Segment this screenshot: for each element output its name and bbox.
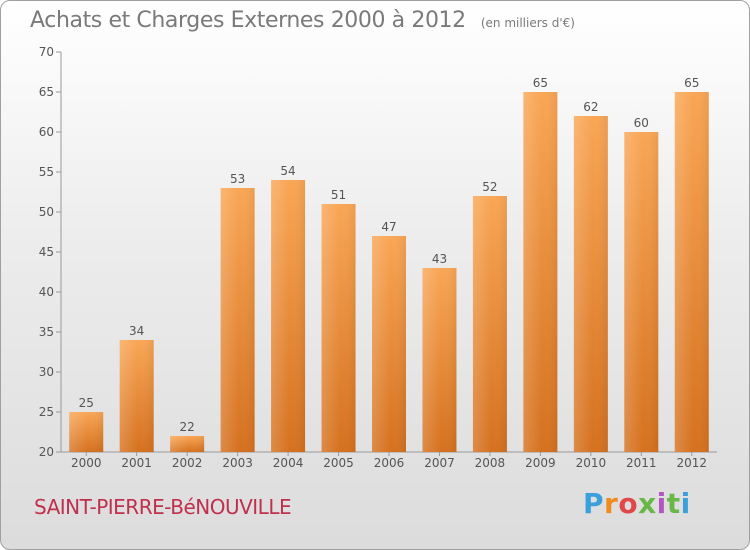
y-tick-label: 70	[39, 45, 54, 59]
x-tick-label: 2008	[475, 456, 506, 470]
y-tick-label: 45	[39, 245, 54, 259]
y-tick-label: 25	[39, 405, 54, 419]
logo-letter: i	[680, 487, 691, 520]
bar-shine	[472, 196, 507, 452]
x-tick-label: 2009	[525, 456, 556, 470]
y-tick-label: 30	[39, 365, 54, 379]
bar-value-label: 65	[533, 76, 548, 90]
bar-value-label: 62	[583, 100, 598, 114]
bar-shine	[170, 436, 205, 452]
x-tick-label: 2006	[374, 456, 405, 470]
bar-shine	[624, 132, 659, 452]
x-tick-label: 2003	[222, 456, 253, 470]
bar-value-label: 54	[280, 164, 295, 178]
bar-shine	[523, 92, 558, 452]
bar-shine	[674, 92, 709, 452]
logo-letter: P	[583, 487, 605, 520]
bar-shine	[573, 116, 608, 452]
logo-letter: t	[666, 487, 681, 520]
bar-shine	[372, 236, 406, 452]
bar-value-label: 25	[79, 396, 94, 410]
chart-unit: (en milliers d'€)	[480, 16, 575, 30]
logo-letter: i	[656, 487, 667, 520]
bar-value-label: 22	[180, 420, 195, 434]
y-tick-label: 55	[39, 165, 54, 179]
bar-shine	[69, 412, 104, 452]
chart-title-block: Achats et Charges Externes 2000 à 2012 (…	[30, 8, 575, 33]
y-tick-label: 65	[39, 85, 54, 99]
x-tick-label: 2010	[576, 456, 607, 470]
x-tick-label: 2002	[172, 456, 203, 470]
x-tick-label: 2007	[424, 456, 455, 470]
y-tick-label: 60	[39, 125, 54, 139]
bar-shine	[220, 188, 255, 452]
y-tick-label: 50	[39, 205, 54, 219]
y-tick-label: 20	[39, 445, 54, 459]
bar-shine	[422, 268, 457, 452]
bar-value-label: 53	[230, 172, 245, 186]
x-tick-label: 2012	[676, 456, 707, 470]
commune-name: SAINT-PIERRE-BéNOUVILLE	[34, 495, 292, 519]
x-tick-label: 2005	[323, 456, 354, 470]
bar-shine	[321, 204, 356, 452]
bar-value-label: 52	[482, 180, 497, 194]
logo-letter: r	[604, 487, 619, 520]
x-tick-label: 2011	[626, 456, 657, 470]
bar-value-label: 47	[381, 220, 396, 234]
bar-shine	[119, 340, 154, 452]
logo-letter: o	[618, 487, 639, 520]
y-tick-label: 35	[39, 325, 54, 339]
logo-letter: x	[638, 487, 657, 520]
bar-shine	[271, 180, 306, 452]
bar-value-label: 65	[684, 76, 699, 90]
bar-value-label: 34	[129, 324, 144, 338]
chart-title: Achats et Charges Externes 2000 à 2012	[30, 8, 466, 33]
proxiti-logo: Proxiti	[583, 487, 691, 520]
bar-value-label: 43	[432, 252, 447, 266]
bar-value-label: 60	[634, 116, 649, 130]
y-tick-label: 40	[39, 285, 54, 299]
x-tick-label: 2000	[71, 456, 102, 470]
x-tick-label: 2004	[273, 456, 304, 470]
x-tick-label: 2001	[121, 456, 152, 470]
bar-value-label: 51	[331, 188, 346, 202]
